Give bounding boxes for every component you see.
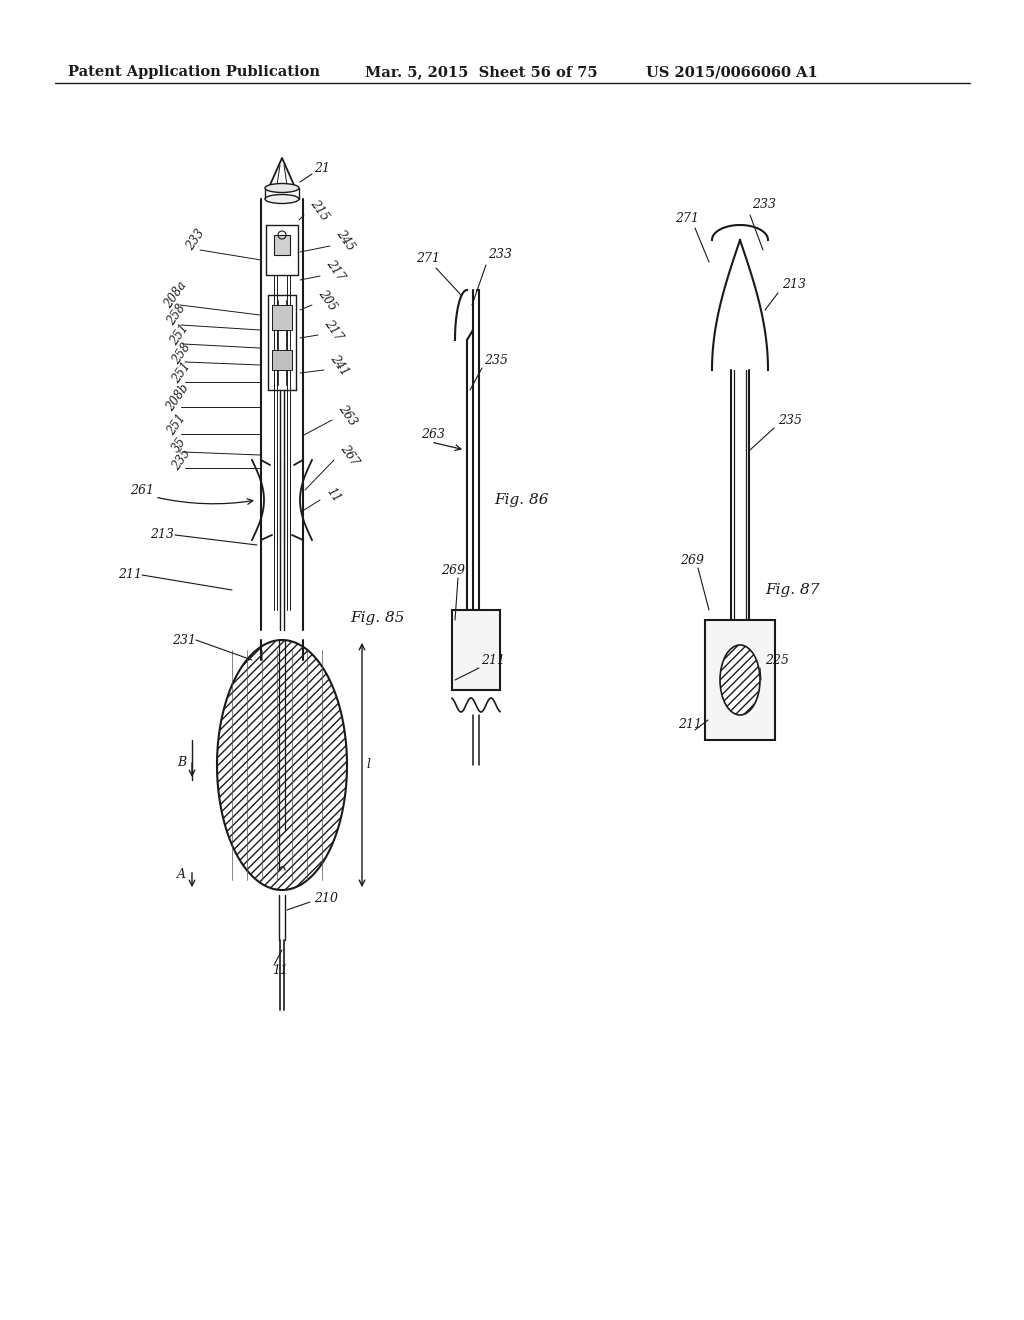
Text: Patent Application Publication: Patent Application Publication	[68, 65, 319, 79]
Text: 225: 225	[765, 653, 790, 667]
Ellipse shape	[720, 645, 760, 715]
Bar	[705, 620, 775, 741]
Text: A: A	[177, 869, 186, 882]
Text: 215: 215	[308, 197, 332, 223]
Text: 261: 261	[130, 483, 154, 496]
Text: 217: 217	[322, 317, 345, 343]
Text: 263: 263	[421, 429, 445, 441]
Text: Fig. 86: Fig. 86	[494, 492, 549, 507]
Text: 271: 271	[675, 211, 699, 224]
Text: 258: 258	[165, 302, 188, 327]
Text: 233: 233	[752, 198, 776, 211]
Ellipse shape	[265, 183, 299, 193]
Text: B: B	[177, 756, 186, 770]
Text: 251: 251	[168, 322, 191, 348]
Text: Fig. 87: Fig. 87	[765, 583, 819, 597]
Text: 267: 267	[338, 442, 361, 469]
Text: 205: 205	[316, 286, 340, 313]
Text: 211: 211	[481, 653, 505, 667]
Text: 235: 235	[484, 354, 508, 367]
Text: 213: 213	[782, 279, 806, 292]
Text: Mar. 5, 2015  Sheet 56 of 75: Mar. 5, 2015 Sheet 56 of 75	[365, 65, 598, 79]
Text: 217: 217	[324, 257, 347, 282]
Text: 35: 35	[170, 436, 189, 455]
Text: 11: 11	[272, 964, 288, 977]
Text: 269: 269	[680, 553, 705, 566]
Text: 235: 235	[170, 447, 194, 473]
Ellipse shape	[265, 194, 299, 203]
Bar	[274, 235, 290, 255]
Text: 233: 233	[184, 227, 208, 253]
Bar	[272, 350, 292, 370]
Text: 11: 11	[324, 486, 343, 504]
Text: 210: 210	[314, 891, 338, 904]
Text: 21: 21	[314, 161, 330, 174]
Text: 271: 271	[416, 252, 440, 264]
Text: 211: 211	[118, 569, 142, 582]
Text: 263: 263	[336, 403, 359, 428]
Text: 251: 251	[170, 360, 194, 385]
Text: 258: 258	[170, 341, 194, 367]
Polygon shape	[217, 640, 347, 890]
Text: US 2015/0066060 A1: US 2015/0066060 A1	[646, 65, 818, 79]
Text: 269: 269	[441, 564, 465, 577]
Text: Fig. 85: Fig. 85	[350, 611, 404, 624]
Text: 235: 235	[778, 413, 802, 426]
Text: 251: 251	[165, 412, 188, 438]
Bar	[452, 610, 500, 690]
Bar	[272, 305, 292, 330]
Text: 208a: 208a	[162, 280, 189, 310]
Text: 208b: 208b	[164, 381, 191, 414]
Text: l: l	[366, 759, 370, 771]
Text: 213: 213	[150, 528, 174, 541]
Text: 241: 241	[328, 352, 351, 378]
Text: 211: 211	[678, 718, 702, 731]
Text: 245: 245	[334, 227, 357, 253]
Text: 231: 231	[172, 634, 196, 647]
Text: 233: 233	[488, 248, 512, 261]
